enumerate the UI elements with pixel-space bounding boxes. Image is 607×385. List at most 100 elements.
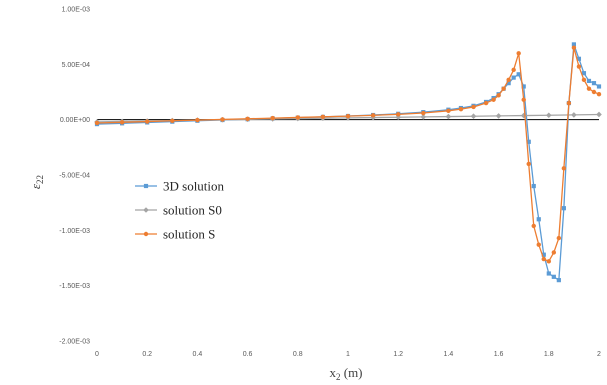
data-point	[576, 64, 582, 69]
legend-label: solution S0	[163, 203, 222, 218]
data-point	[94, 120, 100, 126]
data-point	[596, 111, 602, 118]
data-point	[516, 72, 521, 77]
data-point	[506, 77, 511, 83]
x-tick-label: 1.4	[444, 351, 454, 358]
y-axis-ticks: 1.00E-03 5.00E-04 0.00E+00 -5.00E-04 -1.00E-…	[59, 7, 90, 346]
data-point	[170, 118, 175, 123]
data-point	[591, 89, 597, 95]
data-point	[511, 75, 516, 80]
data-point	[491, 97, 496, 102]
x-tick-label: 0.8	[293, 351, 303, 358]
data-point	[195, 117, 200, 123]
data-point	[345, 113, 351, 119]
data-point	[576, 56, 582, 61]
data-point	[320, 114, 326, 119]
data-point	[483, 100, 489, 106]
data-point	[143, 207, 149, 213]
data-point	[531, 183, 536, 189]
data-point	[370, 113, 376, 118]
x-tick-label: 0.4	[193, 351, 203, 358]
x-axis-ticks: 0 0.2 0.4 0.6 0.8 1 1.2 1.4 1.6 1.8 2	[95, 351, 601, 358]
data-point	[521, 97, 526, 102]
legend-item: solution S0	[135, 203, 222, 218]
data-point	[581, 77, 587, 83]
data-point	[119, 120, 125, 125]
data-point	[596, 84, 602, 89]
legend-item: solution S	[135, 227, 215, 242]
x-tick-label: 1.2	[393, 351, 403, 358]
data-point	[495, 113, 502, 119]
x-tick-label: 0	[95, 351, 99, 358]
data-point	[501, 86, 506, 91]
data-point	[541, 252, 546, 257]
y-tick-label: 1.00E-03	[62, 7, 91, 14]
data-point	[551, 250, 557, 255]
x-axis-title: x2 (m)	[329, 365, 362, 382]
data-point	[546, 271, 551, 276]
series-group	[94, 42, 602, 283]
data-point	[561, 206, 566, 211]
data-point	[571, 45, 577, 50]
data-point	[536, 242, 541, 247]
data-point	[506, 81, 511, 86]
data-point	[445, 113, 452, 120]
series-line	[96, 47, 600, 263]
legend-item: 3D solution	[135, 179, 225, 194]
y-tick-label: -5.00E-04	[59, 173, 90, 180]
data-point	[446, 108, 451, 114]
y-axis-title: ε22	[28, 175, 45, 189]
data-point	[511, 67, 516, 73]
x-tick-label: 1.6	[494, 351, 504, 358]
y-tick-label: -2.00E-03	[59, 339, 90, 346]
data-point	[536, 217, 541, 222]
legend: 3D solution solution S0 solution S	[135, 179, 225, 242]
y-tick-label: 5.00E-04	[62, 62, 91, 69]
data-point	[541, 256, 546, 262]
data-point	[591, 81, 597, 86]
legend-label: 3D solution	[163, 179, 225, 194]
series	[94, 45, 602, 264]
data-point	[581, 71, 587, 76]
y-tick-label: -1.00E-03	[59, 228, 90, 235]
x-tick-label: 0.2	[142, 351, 152, 358]
data-point	[546, 259, 551, 264]
data-point	[245, 116, 250, 121]
data-point	[556, 278, 561, 283]
data-point	[270, 115, 275, 121]
data-point	[143, 183, 149, 189]
data-point	[458, 106, 464, 112]
data-point	[471, 104, 476, 110]
data-point	[571, 42, 576, 47]
data-point	[220, 117, 225, 122]
data-point	[531, 223, 536, 229]
y-tick-label: 0.00E+00	[60, 117, 90, 124]
data-point	[421, 110, 426, 116]
data-point	[566, 100, 572, 106]
data-point	[526, 161, 531, 167]
data-point	[546, 112, 552, 119]
x-tick-label: 1	[346, 351, 350, 358]
y-tick-label: -1.50E-03	[59, 283, 90, 290]
data-point	[561, 166, 567, 171]
data-point	[551, 274, 556, 279]
data-point	[420, 114, 427, 120]
x-tick-label: 2	[597, 351, 601, 358]
data-point	[586, 86, 592, 91]
data-point	[496, 93, 501, 98]
data-point	[556, 235, 562, 241]
data-point	[143, 231, 149, 237]
data-point	[596, 92, 602, 97]
data-point	[145, 119, 150, 124]
data-point	[586, 78, 592, 84]
x-tick-label: 1.8	[544, 351, 554, 358]
data-point	[571, 112, 577, 118]
data-point	[470, 113, 477, 120]
x-tick-label: 0.6	[243, 351, 253, 358]
data-point	[295, 115, 300, 120]
data-point	[521, 84, 526, 89]
data-point	[396, 112, 401, 117]
